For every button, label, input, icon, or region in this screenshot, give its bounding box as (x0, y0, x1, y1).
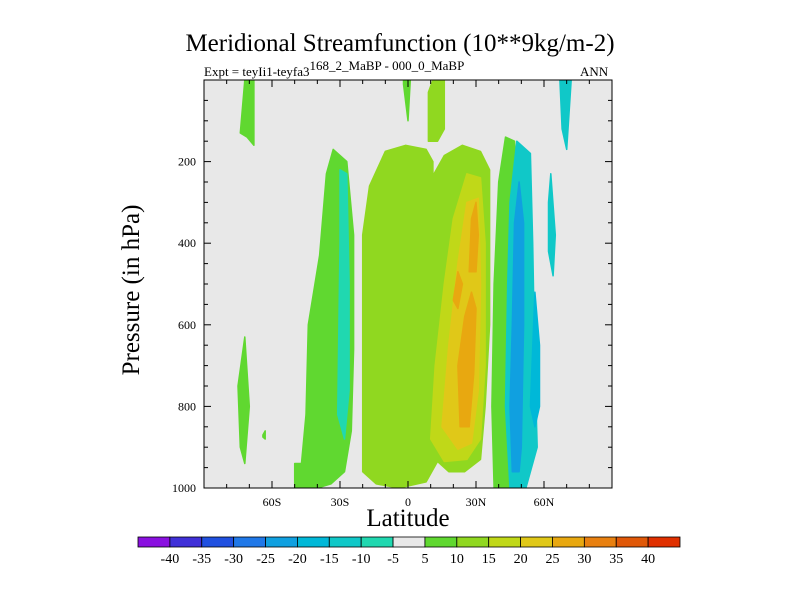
contour-region-15 (402, 80, 412, 122)
colorbar-swatch (392, 536, 426, 548)
colorbar-swatch (456, 536, 490, 548)
contour-region-13 (237, 336, 251, 465)
contour-region-22 (529, 291, 541, 428)
y-tick-label: 400 (178, 236, 196, 250)
contour-region-23 (336, 169, 350, 440)
colorbar-swatch (265, 536, 298, 548)
contour-region-21 (509, 181, 525, 473)
contour-fill-group (237, 80, 572, 488)
colorbar-label: 15 (482, 552, 496, 567)
colorbar-label: -35 (192, 552, 211, 567)
x-tick-label: 60S (263, 495, 282, 509)
x-tick-label: 30N (466, 495, 487, 509)
colorbar-swatch (615, 536, 649, 548)
contour-region-19 (559, 80, 572, 151)
contour-region-10 (452, 271, 464, 310)
x-tick-label: 30S (331, 495, 350, 509)
colorbar-label: -10 (352, 552, 371, 567)
experiment-label: Expt = teyIi1-teyfa3168_2_MaBP - 000_0_M… (204, 58, 464, 80)
colorbar-swatch (137, 536, 171, 548)
colorbar-label: 5 (421, 552, 428, 567)
colorbar-swatch (520, 536, 553, 548)
season-label: ANN (580, 64, 609, 79)
colorbar-swatch (233, 536, 266, 548)
contour-region-16 (293, 462, 310, 488)
contour-region-12 (239, 80, 255, 147)
x-tick-label: 0 (405, 495, 411, 509)
colorbar-swatch (488, 536, 521, 548)
contour-region-9 (468, 201, 480, 273)
colorbar-label: -20 (288, 552, 307, 567)
colorbar-swatch (647, 536, 681, 548)
colorbar-label: -25 (256, 552, 275, 567)
y-tick-label: 600 (178, 318, 196, 332)
contour-region-5 (427, 80, 446, 142)
contour-region-14 (262, 430, 266, 440)
colorbar-label: 25 (545, 552, 559, 567)
colorbar-label: 20 (514, 552, 528, 567)
colorbar-swatch (583, 536, 617, 548)
colorbar-label: -15 (320, 552, 339, 567)
experiment-name: Expt = teyIi1-teyfa3 (204, 64, 310, 79)
colorbar: -40 -35 -30 -25 -20 -15 -10 -5 5 10 15 20 25 30 35 40 (137, 536, 681, 567)
colorbar-label: -40 (161, 552, 180, 567)
contour-region-20 (547, 173, 557, 277)
colorbar-swatch (424, 536, 458, 548)
chart-title: Meridional Streamfunction (10**9kg/m-2) (185, 30, 615, 57)
contour-region-8 (457, 291, 477, 428)
colorbar-swatch (328, 536, 362, 548)
colorbar-swatch (201, 536, 235, 548)
colorbar-label: -30 (224, 552, 243, 567)
colorbar-swatch (360, 536, 394, 548)
colorbar-label: 10 (450, 552, 464, 567)
colorbar-label: 40 (641, 552, 655, 567)
colorbar-label: -5 (387, 552, 399, 567)
experiment-period: 168_2_MaBP - 000_0_MaBP (309, 58, 465, 73)
x-axis-label: Latitude (366, 505, 450, 532)
x-tick-label: 60N (534, 495, 555, 509)
colorbar-swatch (552, 536, 585, 548)
colorbar-label: 30 (577, 552, 591, 567)
colorbar-swatch (169, 536, 203, 548)
y-tick-label: 800 (178, 399, 196, 413)
colorbar-label: 35 (609, 552, 623, 567)
colorbar-swatch (297, 536, 330, 548)
y-tick-label: 200 (178, 155, 196, 169)
y-tick-label: 1000 (172, 481, 196, 495)
